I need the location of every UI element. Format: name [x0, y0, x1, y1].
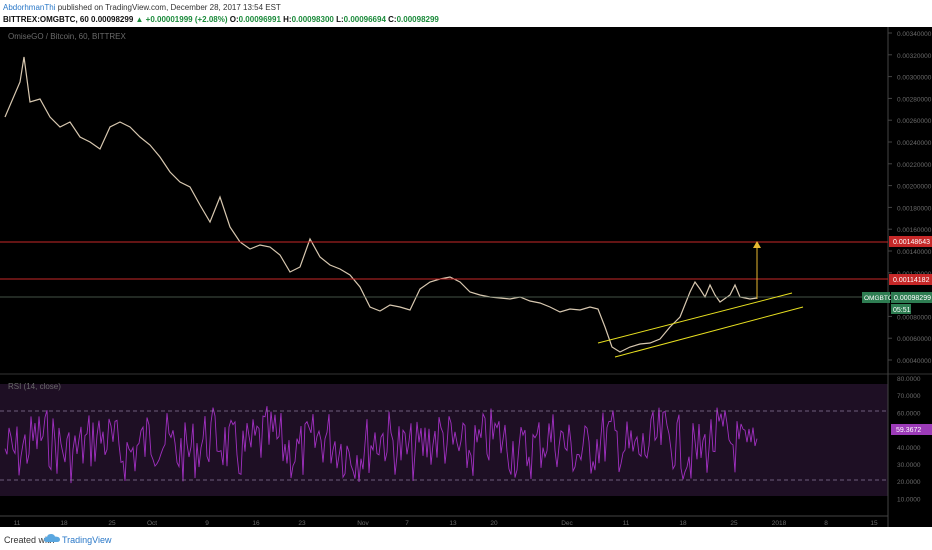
countdown-tag	[891, 304, 911, 314]
symbol-tag-text: OMGBTC	[864, 295, 893, 302]
price-pane-title: OmiseGO / Bitcoin, 60, BITTREX	[8, 32, 126, 41]
rsi-value-tag	[891, 424, 932, 435]
rsi-tick-label: 60.0000	[897, 410, 921, 417]
ohlc-line: BITTREX:OMGBTC, 60 0.00098299 ▲ +0.00001…	[3, 15, 439, 24]
time-tick-label: Oct	[147, 520, 157, 527]
time-axis[interactable]: 11 18 25 Oct 9 16 23 Nov 7 13 20 Dec 11 18 25 2018 8 15	[14, 520, 878, 527]
price-candles	[4, 56, 758, 353]
open-label: O:	[229, 15, 239, 24]
price-tick-label: 0.00160000	[897, 227, 932, 234]
high-value: 0.00098300	[291, 15, 334, 24]
tradingview-logo-icon[interactable]	[44, 533, 60, 543]
time-tick-label: 16	[252, 520, 260, 527]
author-link[interactable]: AbdorhmanThi	[3, 3, 56, 12]
time-tick-label: 25	[108, 520, 116, 527]
rsi-tick-label: 40.0000	[897, 445, 921, 452]
price-tick-label: 0.00280000	[897, 96, 932, 103]
rsi-pane-title: RSI (14, close)	[8, 382, 61, 391]
publish-text: published on TradingView.com, December 2…	[57, 3, 281, 12]
last-price-tag	[891, 292, 932, 303]
price-axis[interactable]: 0.00340000 0.00320000 0.00300000 0.00280000…	[888, 31, 932, 365]
price-tick-label: 0.00060000	[897, 336, 932, 343]
price-tick-label: 0.00140000	[897, 249, 932, 256]
rsi-tick-label: 80.0000	[897, 376, 921, 383]
rsi-axis[interactable]: 80.000070.000060.000050.000040.000030.00…	[897, 376, 921, 503]
time-tick-label: Nov	[357, 520, 369, 527]
chart-header: AbdorhmanThi published on TradingView.co…	[0, 0, 932, 27]
open-value: 0.00096991	[238, 15, 281, 24]
time-tick-label: 2018	[772, 520, 787, 527]
rsi-tick-label: 10.0000	[897, 496, 921, 503]
symbol-tag	[862, 292, 890, 303]
last-price-tag-text: 0.00098299	[894, 295, 931, 302]
chart-area[interactable]: OmiseGO / Bitcoin, 60, BITTREX RSI (14, …	[0, 27, 932, 527]
price-tick-label: 0.00180000	[897, 205, 932, 212]
close-value: 0.00098299	[396, 15, 439, 24]
price-tick-label: 0.00260000	[897, 118, 932, 125]
change-value: ▲ +0.00001999 (+2.08%)	[135, 15, 228, 24]
time-tick-label: 25	[730, 520, 738, 527]
chart-canvas[interactable]: OmiseGO / Bitcoin, 60, BITTREX RSI (14, …	[0, 27, 932, 527]
time-tick-label: 9	[205, 520, 209, 527]
publish-info: AbdorhmanThi published on TradingView.co…	[3, 3, 281, 12]
resistance-tag-upper-text: 0.00148643	[893, 239, 930, 246]
time-tick-label: 7	[405, 520, 409, 527]
time-tick-label: 18	[60, 520, 68, 527]
rsi-value-tag-text: 59.3672	[896, 427, 921, 434]
price-tick-label: 0.00300000	[897, 75, 932, 82]
time-tick-label: 15	[870, 520, 878, 527]
price-tick-label: 0.00340000	[897, 31, 932, 38]
low-label: L:	[336, 15, 344, 24]
countdown-tag-text: 05:51	[893, 307, 911, 314]
rsi-line	[4, 406, 758, 484]
rsi-band	[0, 384, 888, 496]
time-tick-label: 13	[449, 520, 457, 527]
low-value: 0.00096694	[343, 15, 386, 24]
price-tick-label: 0.00220000	[897, 162, 932, 169]
resistance-tag-lower	[889, 274, 932, 285]
price-tick-label: 0.00040000	[897, 358, 932, 365]
time-tick-label: 20	[490, 520, 498, 527]
price-series-line	[4, 56, 758, 353]
channel-lower-line[interactable]	[614, 306, 804, 358]
high-label: H:	[283, 15, 292, 24]
price-pane[interactable]	[0, 27, 888, 374]
time-tick-label: 8	[824, 520, 828, 527]
time-tick-label: Dec	[561, 520, 573, 527]
time-tick-label: 18	[679, 520, 687, 527]
rsi-series	[4, 406, 758, 484]
channel-upper-line[interactable]	[597, 292, 793, 344]
resistance-tag-lower-text: 0.00114182	[893, 277, 930, 284]
price-tick-label: 0.00200000	[897, 184, 932, 191]
time-tick-label: 11	[14, 520, 21, 527]
close-label: C:	[388, 15, 397, 24]
rsi-tick-label: 20.0000	[897, 479, 921, 486]
footer: Created with TradingView	[0, 527, 932, 550]
rsi-tick-label: 30.0000	[897, 462, 921, 469]
created-with-text: Created with	[4, 535, 55, 545]
tradingview-link[interactable]: TradingView	[62, 535, 112, 545]
target-arrow-head	[753, 241, 761, 248]
resistance-tag-upper	[889, 236, 932, 247]
price-tick-label: 0.00240000	[897, 140, 932, 147]
symbol-label: BITTREX:OMGBTC, 60	[3, 15, 89, 24]
time-tick-label: 23	[298, 520, 306, 527]
time-tick-label: 11	[623, 520, 630, 527]
price-tick-label: 0.00080000	[897, 314, 932, 321]
last-value: 0.00098299	[91, 15, 134, 24]
price-tick-label: 0.00320000	[897, 53, 932, 60]
rsi-tick-label: 70.0000	[897, 393, 921, 400]
